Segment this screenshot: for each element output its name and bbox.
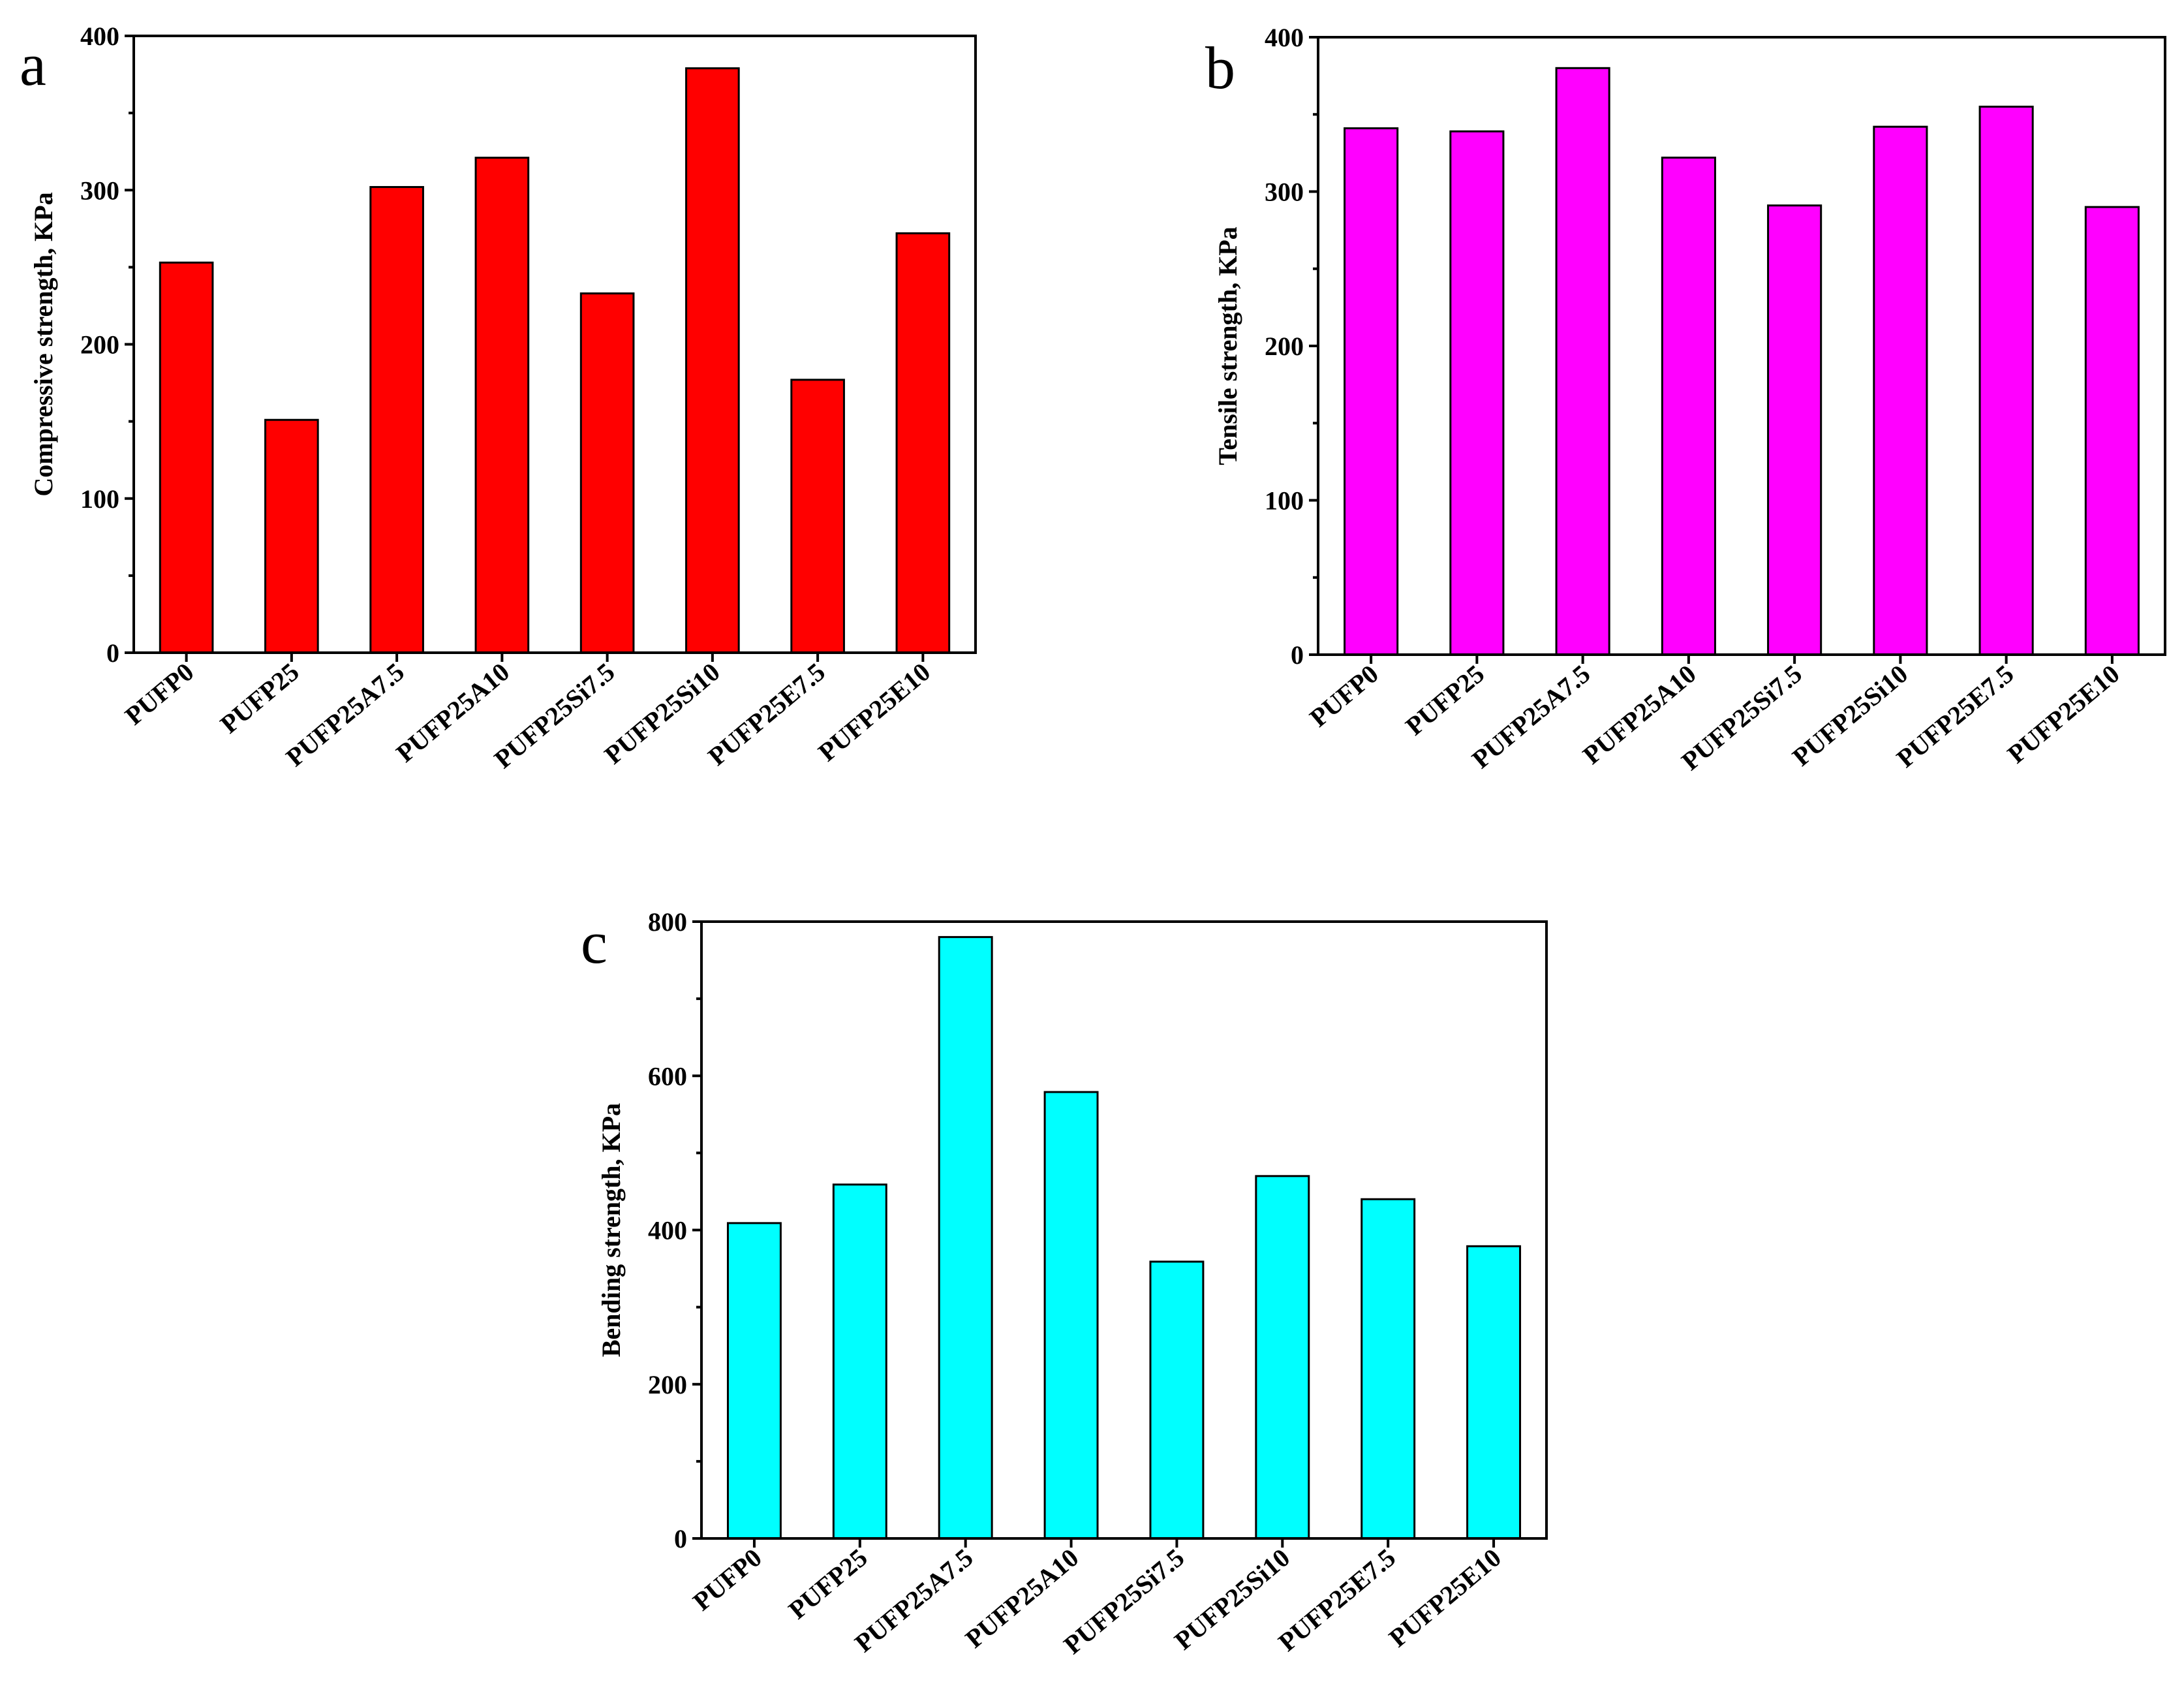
- y-axis-title: Bending strength, KPa: [596, 1103, 626, 1357]
- bar-pufp25: [832, 1183, 887, 1540]
- y-tick-label: 100: [80, 484, 119, 514]
- y-tick-label: 400: [648, 1216, 687, 1245]
- x-category-label: PUFP25: [1400, 659, 1490, 741]
- x-category-label: PUFP25E10: [2002, 659, 2125, 769]
- y-tick-label: 200: [80, 330, 119, 360]
- plot-frame: [700, 920, 1548, 1540]
- bar-pufp25: [1449, 130, 1505, 656]
- bar-pufp25si7-5: [1767, 204, 1823, 656]
- y-tick-label: 400: [1265, 23, 1304, 52]
- bar-pufp0: [1344, 127, 1399, 656]
- bar-pufp25e10: [895, 232, 951, 654]
- bar-pufp25a7-5: [938, 936, 993, 1540]
- panel-letter: c: [581, 909, 608, 976]
- bar-pufp0: [159, 261, 214, 654]
- y-tick-label: 400: [80, 22, 119, 51]
- bar-pufp25a7-5: [1555, 67, 1610, 656]
- x-category-label: PUFP0: [119, 657, 200, 730]
- x-category-label: PUFP25: [215, 657, 305, 739]
- y-tick-label: 200: [1265, 332, 1304, 361]
- x-category-label: PUFP0: [687, 1542, 767, 1616]
- x-category-label: PUFP25E10: [1383, 1542, 1507, 1653]
- x-category-label: PUFP25A7.5: [849, 1542, 978, 1658]
- bar-pufp25si10: [685, 67, 740, 654]
- y-tick-label: 100: [1265, 486, 1304, 516]
- bar-pufp25si10: [1255, 1175, 1310, 1540]
- plot-frame: [1317, 36, 2166, 656]
- y-tick-label: 0: [106, 638, 119, 668]
- bar-pufp25e10: [2084, 206, 2140, 656]
- bar-pufp25si7-5: [1149, 1260, 1205, 1540]
- y-tick-label: 800: [648, 907, 687, 937]
- y-axis-title: Compressive strength, KPa: [29, 192, 58, 496]
- y-tick-label: 0: [1291, 640, 1304, 670]
- x-category-label: PUFP25: [783, 1542, 873, 1625]
- y-tick-label: 0: [674, 1524, 687, 1553]
- y-tick-label: 200: [648, 1370, 687, 1399]
- bar-pufp25a10: [1661, 156, 1716, 656]
- x-category-label: PUFP0: [1304, 659, 1384, 732]
- bar-pufp25e7-5: [790, 379, 845, 654]
- y-axis-title: Tensile strength, KPa: [1213, 226, 1242, 465]
- panel-letter: b: [1205, 35, 1235, 101]
- bar-pufp0: [726, 1222, 782, 1540]
- x-category-label: PUFP25E10: [812, 657, 936, 767]
- bar-pufp25a7-5: [369, 186, 424, 654]
- x-category-label: PUFP25E7.5: [1272, 1542, 1401, 1657]
- x-category-label: PUFP25E7.5: [702, 657, 831, 771]
- bar-pufp25a10: [474, 157, 530, 654]
- y-tick-label: 600: [648, 1061, 687, 1091]
- bar-pufp25e7-5: [1361, 1198, 1416, 1540]
- panel-letter: a: [20, 31, 46, 98]
- x-category-label: PUFP25E7.5: [1891, 659, 2020, 773]
- bar-pufp25si10: [1873, 125, 1928, 656]
- bar-pufp25e10: [1466, 1245, 1522, 1540]
- x-category-label: PUFP25A7.5: [1466, 659, 1595, 774]
- bar-pufp25: [264, 418, 319, 654]
- y-tick-label: 300: [1265, 178, 1304, 207]
- plot-frame: [132, 35, 977, 654]
- bar-pufp25si7-5: [579, 292, 635, 654]
- y-tick-label: 300: [80, 176, 119, 205]
- bar-pufp25a10: [1043, 1091, 1099, 1540]
- bar-pufp25e7-5: [1978, 105, 2034, 656]
